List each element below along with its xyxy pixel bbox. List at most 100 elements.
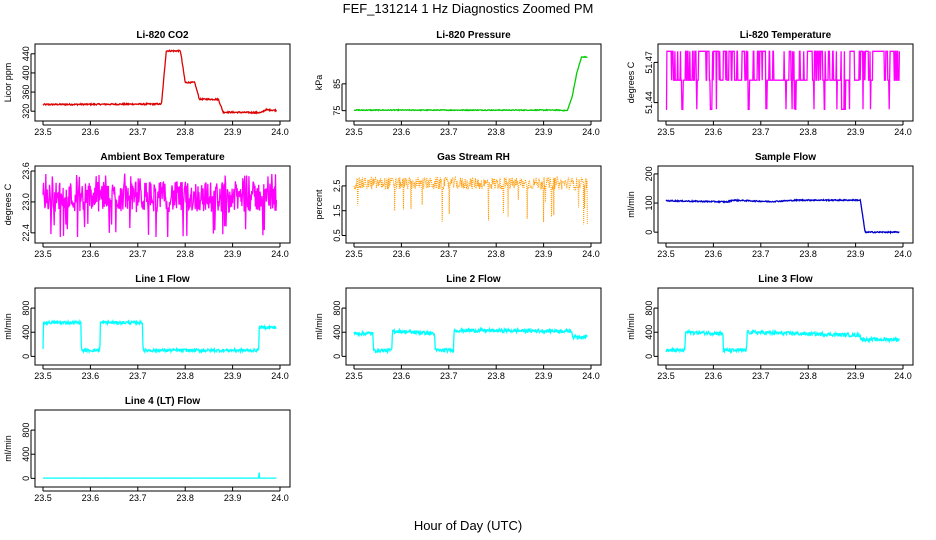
x-tick-label: 23.6 xyxy=(393,249,411,259)
x-tick-label: 23.6 xyxy=(705,371,723,381)
y-axis-label: ml/min xyxy=(626,313,636,340)
y-axis-label: degrees C xyxy=(3,183,13,225)
series-line2_flow xyxy=(353,326,588,355)
y-tick-label: 440 xyxy=(21,46,31,61)
panel-licor_temp: Li-820 Temperature degrees C 23.5 23.6 23.7 2… xyxy=(626,30,914,137)
y-tick-label: 800 xyxy=(644,301,654,316)
y-tick-label: 320 xyxy=(21,104,31,119)
panel-sample_flow: Sample Flow ml/min 23.5 23.6 23.7 23.8 23.9 24.… xyxy=(626,152,914,259)
x-tick-label: 23.6 xyxy=(82,127,100,137)
panel-co2: Li-820 CO2 Licor ppm 23.5 23.6 23.7 23.8 23.9 2… xyxy=(3,30,291,137)
x-tick-label: 24.0 xyxy=(582,371,600,381)
x-tick-label: 23.9 xyxy=(535,249,553,259)
x-tick-label: 23.7 xyxy=(440,249,458,259)
x-tick-label: 23.6 xyxy=(705,249,723,259)
x-tick-label: 23.5 xyxy=(657,371,675,381)
x-tick-label: 23.8 xyxy=(176,493,194,503)
y-tick-label: 360 xyxy=(21,85,31,100)
x-tick-label: 23.8 xyxy=(176,371,194,381)
y-tick-label: 0 xyxy=(644,354,654,359)
x-tick-label: 23.5 xyxy=(345,249,363,259)
x-tick-label: 23.7 xyxy=(129,371,147,381)
x-tick-label: 23.5 xyxy=(657,249,675,259)
x-axis-label: Hour of Day (UTC) xyxy=(413,518,523,533)
x-tick-label: 23.6 xyxy=(82,371,100,381)
y-tick-label: 400 xyxy=(21,447,31,462)
x-tick-label: 23.8 xyxy=(799,127,817,137)
series-line4_flow xyxy=(43,472,277,479)
y-tick-label: 400 xyxy=(644,325,654,340)
panel-title: Ambient Box Temperature xyxy=(100,152,225,163)
y-tick-label: 85 xyxy=(332,79,342,89)
series-co2 xyxy=(42,49,277,115)
x-tick-label: 24.0 xyxy=(271,249,289,259)
y-tick-label: 100 xyxy=(644,196,654,211)
y-tick-label: 0 xyxy=(644,230,654,235)
y-tick-label: 0 xyxy=(332,354,342,359)
x-tick-label: 23.6 xyxy=(393,127,411,137)
y-tick-label: 800 xyxy=(21,423,31,438)
y-tick-label: 0 xyxy=(21,476,31,481)
series-line1_flow xyxy=(42,318,277,355)
y-tick-label: 0 xyxy=(21,354,31,359)
x-tick-label: 24.0 xyxy=(582,127,600,137)
x-tick-label: 23.8 xyxy=(487,249,505,259)
panel-title: Sample Flow xyxy=(755,152,816,163)
plot-frame xyxy=(34,409,291,488)
x-tick-label: 23.9 xyxy=(847,371,865,381)
panel-title: Gas Stream RH xyxy=(437,152,510,163)
x-tick-label: 23.9 xyxy=(224,249,242,259)
x-tick-label: 23.5 xyxy=(657,127,675,137)
x-tick-label: 23.8 xyxy=(487,127,505,137)
x-tick-label: 23.9 xyxy=(224,127,242,137)
x-tick-label: 23.6 xyxy=(393,371,411,381)
x-tick-label: 23.9 xyxy=(224,493,242,503)
panel-title: Li-820 CO2 xyxy=(136,30,189,41)
y-tick-label: 800 xyxy=(21,301,31,316)
x-tick-label: 23.8 xyxy=(799,249,817,259)
panel-line1_flow: Line 1 Flow ml/min 23.5 23.6 23.7 23.8 23.9 24.… xyxy=(3,274,291,381)
x-tick-label: 23.6 xyxy=(705,127,723,137)
figure-title: FEF_131214 1 Hz Diagnostics Zoomed PM xyxy=(342,1,594,16)
y-tick-label: 800 xyxy=(332,301,342,316)
x-tick-label: 23.7 xyxy=(129,249,147,259)
series-gas_stream_rh xyxy=(353,175,588,225)
x-tick-label: 23.7 xyxy=(129,493,147,503)
plot-frame xyxy=(34,287,291,366)
plot-frame xyxy=(345,43,602,122)
y-tick-label: 400 xyxy=(21,65,31,80)
x-tick-label: 23.8 xyxy=(487,371,505,381)
panel-gas_stream_rh: Gas Stream RH percent 23.5 23.6 23.7 23.8 23.9… xyxy=(314,152,602,259)
y-tick-label: 2.5 xyxy=(332,180,342,193)
y-tick-label: 200 xyxy=(644,166,654,181)
panel-line3_flow: Line 3 Flow ml/min 23.5 23.6 23.7 23.8 23.9 24.… xyxy=(626,274,914,381)
x-tick-label: 23.8 xyxy=(799,371,817,381)
y-axis-label: kPa xyxy=(314,75,324,91)
x-tick-label: 23.6 xyxy=(82,249,100,259)
x-tick-label: 23.5 xyxy=(34,249,52,259)
y-axis-label: Licor ppm xyxy=(3,63,13,103)
series-line3_flow xyxy=(665,328,901,355)
series-sample_flow xyxy=(665,198,900,235)
x-tick-label: 23.8 xyxy=(176,249,194,259)
panel-title: Li-820 Pressure xyxy=(436,30,511,41)
panel-title: Line 3 Flow xyxy=(758,274,813,285)
panel-title: Li-820 Temperature xyxy=(740,30,832,41)
y-axis-label: percent xyxy=(314,189,324,220)
panel-title: Line 2 Flow xyxy=(446,274,501,285)
series-licor_temp xyxy=(665,50,901,110)
y-axis-label: ml/min xyxy=(3,435,13,462)
x-tick-label: 23.9 xyxy=(847,127,865,137)
plot-frame xyxy=(657,43,914,122)
panel-line2_flow: Line 2 Flow ml/min 23.5 23.6 23.7 23.8 23.9 24.… xyxy=(314,274,602,381)
x-tick-label: 23.9 xyxy=(224,371,242,381)
plot-frame xyxy=(345,287,602,366)
x-tick-label: 24.0 xyxy=(582,249,600,259)
x-tick-label: 23.7 xyxy=(752,249,770,259)
series-pressure xyxy=(353,55,588,112)
x-tick-label: 23.7 xyxy=(752,371,770,381)
y-tick-label: 51.44 xyxy=(644,91,654,114)
x-tick-label: 23.6 xyxy=(82,493,100,503)
x-tick-label: 23.7 xyxy=(752,127,770,137)
